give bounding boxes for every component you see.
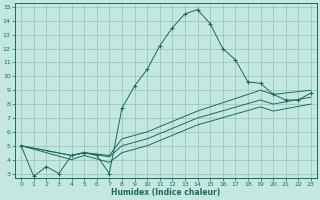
X-axis label: Humidex (Indice chaleur): Humidex (Indice chaleur) (111, 188, 221, 197)
